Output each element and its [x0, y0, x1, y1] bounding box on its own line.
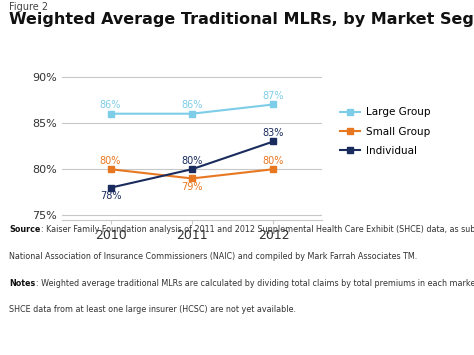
Text: : Weighted average traditional MLRs are calculated by dividing total claims by t: : Weighted average traditional MLRs are … [36, 279, 474, 288]
Text: Notes: Notes [9, 279, 36, 288]
Text: SHCE data from at least one large insurer (HCSC) are not yet available.: SHCE data from at least one large insure… [9, 305, 296, 314]
Text: Weighted Average Traditional MLRs, by Market Segment: Weighted Average Traditional MLRs, by Ma… [9, 12, 474, 27]
Text: : Kaiser Family Foundation analysis of 2011 and 2012 Supplemental Health Care Ex: : Kaiser Family Foundation analysis of 2… [41, 225, 474, 234]
Legend: Large Group, Small Group, Individual: Large Group, Small Group, Individual [335, 103, 434, 160]
Text: Source: Source [9, 225, 41, 234]
Text: Figure 2: Figure 2 [9, 2, 49, 12]
Text: 83%: 83% [263, 128, 284, 138]
Text: National Association of Insurance Commissioners (NAIC) and compiled by Mark Farr: National Association of Insurance Commis… [9, 252, 418, 261]
Text: 80%: 80% [100, 156, 121, 166]
Text: 80%: 80% [263, 156, 284, 166]
Text: 87%: 87% [263, 91, 284, 101]
Text: 79%: 79% [181, 182, 203, 192]
Text: 78%: 78% [100, 191, 121, 201]
Text: 86%: 86% [100, 100, 121, 110]
Text: 80%: 80% [181, 156, 203, 166]
Text: 86%: 86% [181, 100, 203, 110]
